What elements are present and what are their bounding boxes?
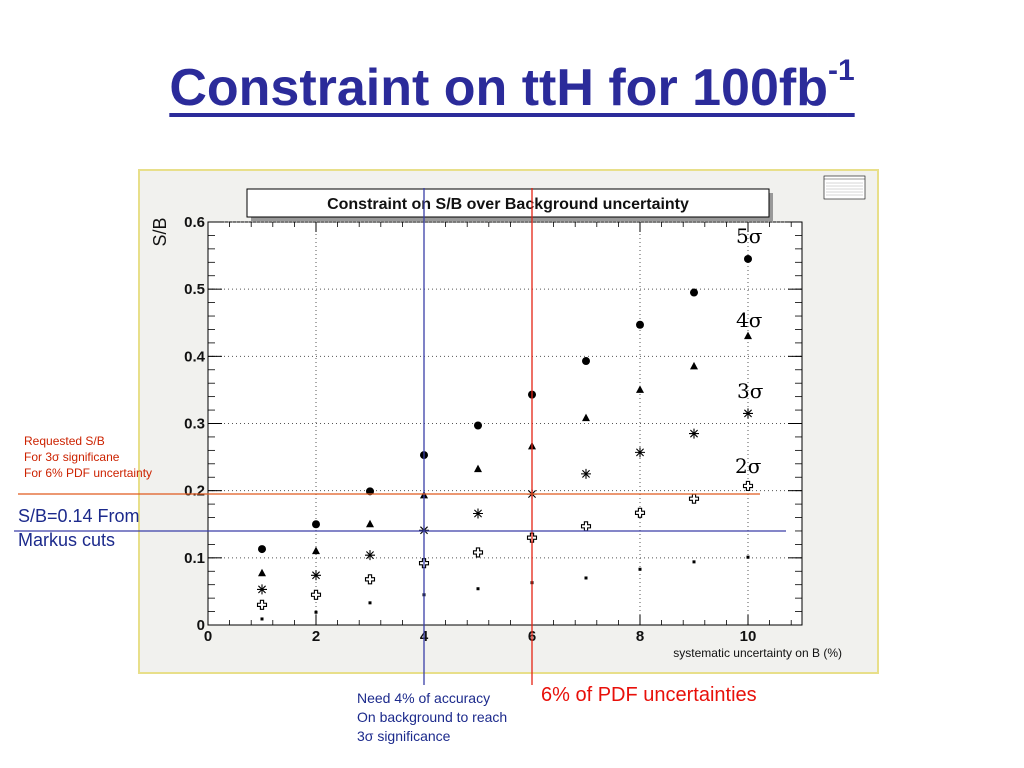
series-3sigma — [257, 408, 753, 595]
point — [638, 567, 642, 571]
accuracy-line-1: Need 4% of accuracy — [357, 690, 491, 706]
point — [474, 421, 482, 430]
sb-markus-line-1: S/B=0.14 From — [18, 506, 140, 526]
point — [368, 601, 372, 605]
series-label: 2σ — [735, 454, 762, 478]
x-tick-label: 8 — [636, 628, 644, 645]
sb-markus-line-2: Markus cuts — [18, 530, 116, 550]
stats-box — [823, 175, 866, 200]
chart-title-box: Constraint on S/B over Background uncert… — [246, 188, 773, 221]
y-axis-label: S/B — [150, 217, 170, 246]
point — [311, 570, 321, 581]
slide-title: Constraint on ttH for 100fb-1 — [0, 54, 1024, 118]
point — [744, 331, 752, 340]
requested-sb-note: Requested S/B For 3σ significane For 6% … — [24, 433, 152, 481]
point — [258, 568, 266, 577]
point — [689, 428, 699, 439]
point — [314, 610, 318, 614]
point — [366, 519, 374, 528]
point — [634, 507, 646, 518]
point — [365, 550, 375, 561]
y-tick-label: 0.5 — [184, 281, 205, 298]
point — [474, 464, 482, 473]
point — [312, 520, 320, 529]
point — [582, 413, 590, 422]
requested-line-3: For 6% PDF uncertainty — [24, 466, 153, 480]
series-5sigma — [258, 254, 752, 554]
requested-line-1: Requested S/B — [24, 434, 105, 448]
chart-title: Constraint on S/B over Background uncert… — [327, 196, 689, 213]
point — [260, 617, 264, 621]
series-4sigma — [258, 331, 752, 577]
x-tick-label: 2 — [312, 628, 320, 645]
sb-markus-note: S/B=0.14 From Markus cuts — [18, 504, 140, 552]
y-tick-label: 0.6 — [184, 214, 205, 231]
point — [688, 493, 700, 504]
point — [258, 545, 266, 554]
slide-title-text: Constraint on ttH for 100fb — [169, 59, 828, 117]
accuracy-line-3: 3σ significance — [357, 728, 451, 744]
point — [310, 589, 322, 600]
series-label: 5σ — [736, 224, 763, 248]
grid — [208, 221, 802, 625]
x-tick-label: 0 — [204, 628, 212, 645]
point — [584, 576, 588, 580]
accuracy-line-2: On background to reach — [357, 709, 508, 725]
point — [742, 480, 754, 492]
series-labels: 5σ 4σ 3σ 2σ — [735, 224, 764, 478]
point — [256, 599, 268, 610]
point — [312, 546, 320, 555]
y-tick-label: 0.1 — [184, 550, 205, 567]
slide-title-superscript: -1 — [827, 54, 855, 87]
y-tick-label: 0.2 — [184, 483, 205, 500]
point — [690, 288, 698, 297]
point — [746, 555, 750, 559]
pdf-uncertainty-note: 6% of PDF uncertainties — [541, 684, 757, 706]
point — [581, 468, 591, 479]
x-axis-label: systematic uncertainty on B (%) — [673, 646, 842, 660]
requested-line-2: For 3σ significane — [24, 450, 120, 464]
series-label: 3σ — [737, 379, 764, 403]
point — [366, 487, 374, 496]
point — [582, 357, 590, 366]
point — [692, 560, 696, 564]
point — [257, 584, 267, 595]
series-label: 4σ — [736, 308, 763, 332]
point — [635, 447, 645, 458]
y-tick-label: 0.3 — [184, 416, 205, 433]
y-tick-label: 0.4 — [184, 348, 206, 365]
point — [364, 574, 376, 585]
point — [473, 508, 483, 519]
y-tick-label: 0 — [197, 617, 205, 634]
point — [472, 547, 484, 558]
accuracy-note: Need 4% of accuracy On background to rea… — [357, 689, 507, 746]
point — [476, 587, 480, 591]
point — [636, 385, 644, 393]
point — [636, 320, 644, 329]
point — [690, 361, 698, 370]
point — [744, 254, 752, 263]
x-tick-label: 10 — [740, 628, 757, 645]
reference-lines — [14, 188, 786, 685]
point — [743, 408, 753, 419]
